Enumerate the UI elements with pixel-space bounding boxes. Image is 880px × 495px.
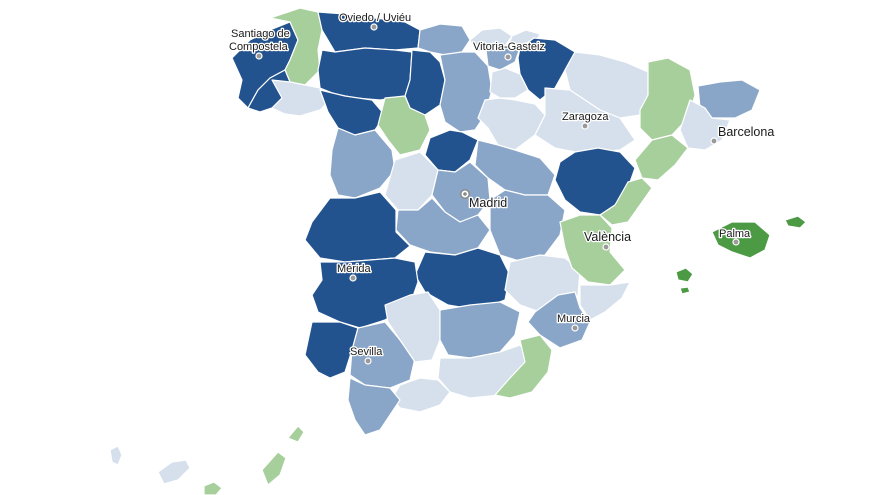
island-gran-canaria[interactable]: [203, 481, 223, 495]
barcelona-marker: [710, 137, 718, 145]
province-bizkaia[interactable]: [469, 27, 513, 53]
island-mallorca[interactable]: [711, 221, 771, 259]
oviedo-marker: [370, 23, 378, 31]
island-fuerteventura[interactable]: [261, 451, 287, 486]
island-tenerife[interactable]: [157, 459, 191, 485]
province-alicante[interactable]: [579, 281, 631, 321]
province-jaen[interactable]: [439, 301, 521, 359]
province-leon[interactable]: [317, 47, 413, 101]
madrid-label: Madrid: [469, 196, 507, 210]
barcelona-label: Barcelona: [718, 125, 774, 139]
province-salamanca[interactable]: [329, 127, 396, 199]
province-toledo[interactable]: [395, 197, 491, 256]
sevilla-label: Sevilla: [350, 346, 383, 358]
santiago-marker: [255, 52, 263, 60]
murcia-marker: [571, 324, 579, 332]
province-avila[interactable]: [384, 151, 439, 211]
province-palencia[interactable]: [404, 49, 446, 116]
valencia-marker: [602, 243, 610, 251]
merida-label: Mérida: [337, 263, 372, 275]
island-la-palma[interactable]: [109, 445, 123, 466]
zaragoza-label: Zaragoza: [562, 111, 609, 123]
province-burgos[interactable]: [439, 51, 493, 133]
vitoria-label: Vitoria-Gasteiz: [473, 41, 545, 53]
province-almeria[interactable]: [494, 334, 553, 399]
valencia-label: València: [584, 230, 631, 244]
province-navarra[interactable]: [517, 37, 576, 101]
province-barcelona[interactable]: [679, 99, 731, 151]
province-valencia[interactable]: [559, 214, 626, 286]
santiago-label-line1: Santiago de: [231, 28, 290, 40]
province-la-rioja[interactable]: [489, 67, 529, 99]
province-huesca[interactable]: [564, 51, 649, 119]
palma-label: Palma: [719, 228, 751, 240]
island-menorca[interactable]: [784, 215, 807, 229]
province-ourense[interactable]: [271, 79, 331, 117]
province-cantabria[interactable]: [417, 23, 471, 56]
island-formentera[interactable]: [679, 286, 691, 295]
vitoria-marker: [504, 53, 512, 61]
province-tarragona[interactable]: [634, 134, 689, 181]
murcia-label: Murcia: [557, 313, 591, 325]
province-cuenca[interactable]: [489, 189, 566, 263]
sevilla-marker: [364, 357, 372, 365]
province-zaragoza[interactable]: [534, 87, 636, 153]
oviedo-label: Oviedo / Uviéu: [339, 12, 411, 24]
palma-marker: [732, 238, 740, 246]
province-ciudad-real[interactable]: [414, 247, 511, 311]
province-castellon[interactable]: [599, 177, 653, 226]
province-valladolid[interactable]: [377, 95, 431, 156]
province-huelva[interactable]: [304, 321, 359, 379]
madrid-capital-dot: [463, 192, 467, 196]
merida-marker: [349, 274, 357, 282]
province-segovia[interactable]: [424, 129, 479, 173]
province-murcia[interactable]: [527, 291, 591, 349]
zaragoza-marker: [581, 122, 589, 130]
santiago-label-line2: Compostela: [229, 41, 289, 53]
island-lanzarote[interactable]: [287, 425, 305, 443]
province-cadiz[interactable]: [347, 377, 401, 436]
province-cordoba[interactable]: [384, 291, 441, 363]
island-ibiza[interactable]: [675, 267, 694, 283]
